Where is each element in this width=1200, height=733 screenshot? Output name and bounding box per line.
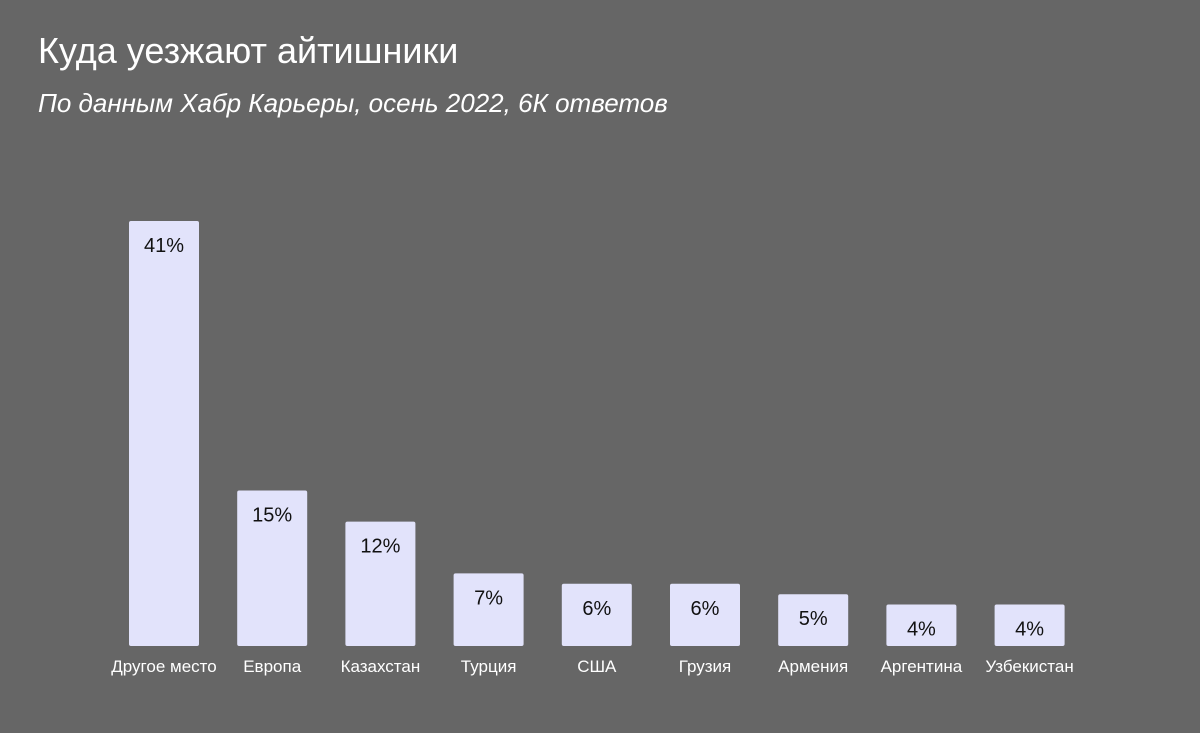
bars-layer — [129, 221, 1065, 646]
x-tick-label: Грузия — [679, 657, 732, 676]
x-tick-label: Европа — [243, 657, 301, 676]
x-tick-label: Турция — [461, 657, 517, 676]
bar-value-label: 4% — [1015, 619, 1044, 641]
x-tick-label: Армения — [778, 657, 848, 676]
x-axis-tick-labels: Другое место Европа Казахстан Турция США Груз… — [111, 657, 1073, 676]
chart-subtitle: По данным Хабр Карьеры, осень 2022, 6К о… — [38, 88, 668, 118]
bar-value-label: 5% — [799, 608, 828, 630]
x-tick-label: Узбекистан — [985, 657, 1073, 676]
bar — [994, 604, 1065, 646]
bar — [345, 521, 416, 646]
x-tick-label: США — [577, 657, 617, 676]
value-labels-layer: 41% 15% 12% 7% 6% 6% 5% 4% 4% — [144, 235, 1044, 641]
x-tick-label: Аргентина — [881, 657, 963, 676]
bar — [561, 583, 632, 646]
bar-value-label: 6% — [691, 598, 720, 620]
bar — [886, 604, 957, 646]
x-tick-label: Другое место — [111, 657, 216, 676]
bar-value-label: 41% — [144, 235, 184, 257]
bar-value-label: 4% — [907, 619, 936, 641]
bar-value-label: 12% — [360, 536, 400, 558]
bar-value-label: 7% — [474, 587, 503, 609]
bar — [237, 490, 308, 646]
bar-value-label: 15% — [252, 505, 292, 527]
x-tick-label: Казахстан — [341, 657, 421, 676]
bar — [453, 573, 524, 646]
bar-value-label: 6% — [582, 598, 611, 620]
bar — [129, 221, 199, 646]
bar — [670, 583, 740, 646]
bar — [778, 594, 849, 646]
chart-title: Куда уезжают айтишники — [38, 30, 459, 71]
